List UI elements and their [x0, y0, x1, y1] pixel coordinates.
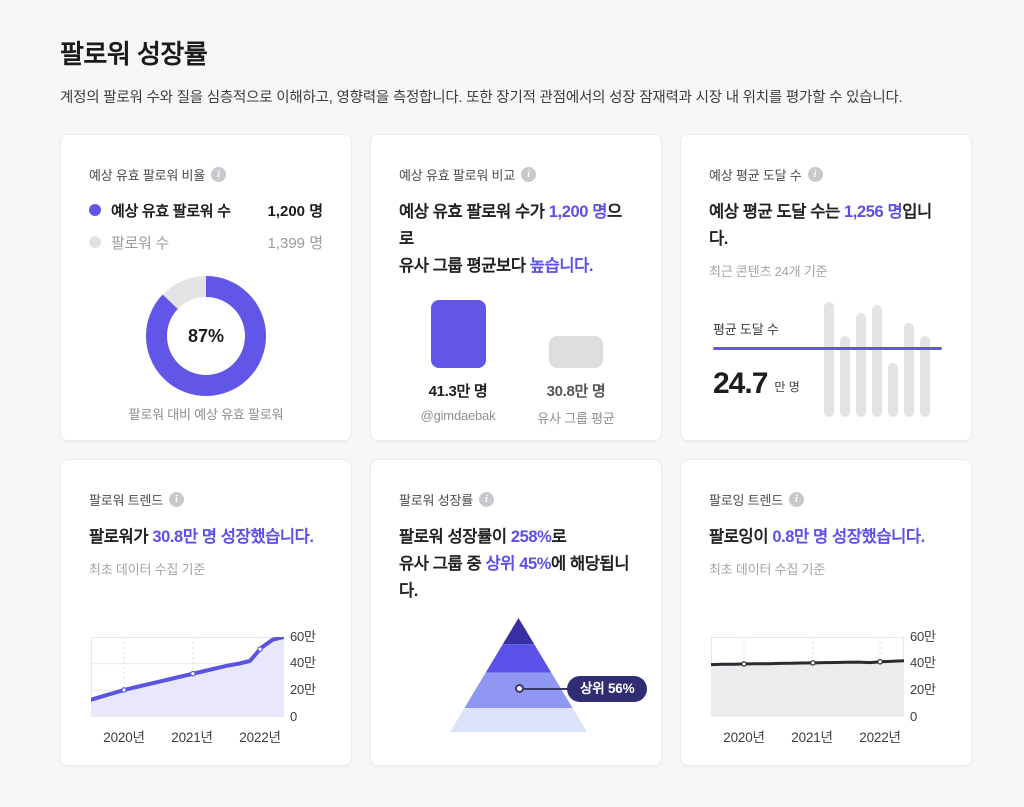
legend-label: 팔로워 수: [111, 234, 169, 252]
y-tick-label: 20만: [290, 682, 316, 697]
donut-chart: 87%: [145, 275, 267, 397]
card-following-trend: 팔로잉 트렌드 i 팔로잉이 0.8만 명 성장했습니다. 최초 데이터 수집 …: [680, 459, 972, 766]
bar-caption: 유사 그룹 평균: [537, 411, 615, 426]
legend-dot-gray: [89, 236, 101, 248]
card-title: 팔로워 성장률: [399, 493, 473, 508]
card-title: 팔로워 트렌드: [89, 493, 163, 508]
legend-value: 1,399 명: [267, 234, 323, 252]
legend-row-effective: 예상 유효 팔로워 수 1,200 명: [89, 199, 323, 221]
statement: 팔로워가 30.8만 명 성장했습니다.: [89, 528, 314, 546]
legend-value: 1,200 명: [267, 202, 323, 220]
reach-bar: [904, 323, 914, 417]
card-effective-follower-ratio: 예상 유효 팔로워 비율 i 예상 유효 팔로워 수 1,200 명 팔로워 수…: [60, 134, 352, 441]
bar-value: 41.3만 명: [428, 383, 488, 400]
x-tick-label: 2022년: [859, 730, 901, 745]
card-growth-rate: 팔로워 성장률 i 팔로워 성장률이 258%로 유사 그룹 중 상위 45%에 …: [370, 459, 662, 766]
avg-reach-line: [713, 347, 942, 350]
donut-svg: [146, 276, 266, 396]
donut-caption: 팔로워 대비 예상 유효 팔로워: [128, 407, 284, 422]
reach-bars-chart: [824, 302, 930, 417]
compare-bar-peer: 30.8만 명 유사 그룹 평균: [517, 300, 635, 427]
legend-label: 예상 유효 팔로워 수: [111, 202, 231, 220]
reach-bar: [888, 363, 898, 417]
subtext: 최초 데이터 수집 기준: [89, 562, 206, 577]
y-tick-label: 40만: [290, 655, 316, 670]
info-icon[interactable]: i: [211, 167, 227, 182]
x-tick-label: 2020년: [103, 730, 145, 745]
info-icon[interactable]: i: [521, 167, 537, 182]
donut-center-label: 87%: [187, 325, 225, 346]
legend-row-followers: 팔로워 수 1,399 명: [89, 231, 323, 253]
pyramid-marker-dot: [515, 684, 524, 693]
statement: 예상 유효 팔로워 수가 1,200 명으로 유사 그룹 평균보다 높습니다.: [399, 203, 622, 275]
info-icon[interactable]: i: [478, 492, 494, 507]
card-avg-reach: 예상 평균 도달 수 i 예상 평균 도달 수는 1,256 명입니다. 최근 …: [680, 134, 972, 441]
pyramid-chart: [450, 618, 587, 732]
reach-bar: [824, 302, 834, 417]
info-icon[interactable]: i: [788, 492, 804, 507]
statement: 예상 평균 도달 수는 1,256 명입니다.: [709, 203, 932, 248]
reach-bar: [872, 305, 882, 417]
x-tick-label: 2021년: [791, 730, 833, 745]
pyramid-badge-connector: [523, 688, 568, 690]
bar-self: [430, 300, 486, 368]
info-icon[interactable]: i: [168, 492, 184, 507]
legend-dot-accent: [89, 204, 101, 216]
subtext: 최초 데이터 수집 기준: [709, 562, 826, 577]
y-tick-label: 0: [910, 709, 918, 724]
avg-reach-label: 평균 도달 수: [713, 322, 779, 337]
reach-bar: [840, 336, 850, 417]
y-tick-label: 20만: [910, 682, 936, 697]
page-subtitle: 계정의 팔로워 수와 질을 심층적으로 이해하고, 영향력을 측정합니다. 또한…: [60, 90, 903, 106]
donut-legend: 예상 유효 팔로워 수 1,200 명 팔로워 수 1,399 명: [89, 199, 323, 253]
bar-value: 30.8만 명: [546, 383, 606, 400]
card-title: 예상 유효 팔로워 비교: [399, 168, 516, 183]
y-tick-label: 0: [290, 709, 298, 724]
info-icon[interactable]: i: [807, 167, 823, 182]
metric-value: 24.7: [713, 367, 768, 400]
y-tick-label: 40만: [910, 655, 936, 670]
reach-bar: [920, 336, 930, 417]
bar-peer: [549, 336, 603, 368]
x-tick-label: 2022년: [239, 730, 281, 745]
cards-grid: 예상 유효 팔로워 비율 i 예상 유효 팔로워 수 1,200 명 팔로워 수…: [60, 134, 972, 766]
follower-trend-chart: [91, 637, 284, 717]
reach-bar: [856, 313, 866, 417]
card-follower-trend: 팔로워 트렌드 i 팔로워가 30.8만 명 성장했습니다. 최초 데이터 수집…: [60, 459, 352, 766]
bar-caption: @gimdaebak: [420, 408, 496, 423]
x-tick-label: 2020년: [723, 730, 765, 745]
compare-bar-self: 41.3만 명 @gimdaebak: [399, 300, 517, 427]
card-effective-follower-compare: 예상 유효 팔로워 비교 i 예상 유효 팔로워 수가 1,200 명으로 유사 …: [370, 134, 662, 441]
percentile-badge: 상위 56%: [567, 676, 648, 702]
avg-reach-metric: 24.7 만 명: [713, 369, 800, 399]
x-tick-label: 2021년: [171, 730, 213, 745]
page-title: 팔로워 성장률: [60, 39, 208, 69]
metric-unit: 만 명: [774, 380, 800, 394]
statement: 팔로잉이 0.8만 명 성장했습니다.: [709, 528, 925, 546]
page-header: 팔로워 성장률 계정의 팔로워 수와 질을 심층적으로 이해하고, 영향력을 측…: [0, 0, 1024, 107]
statement: 팔로워 성장률이 258%로 유사 그룹 중 상위 45%에 해당됩니다.: [399, 528, 630, 600]
card-title: 예상 평균 도달 수: [709, 168, 802, 183]
following-trend-chart: [711, 637, 904, 717]
y-tick-label: 60만: [910, 629, 936, 644]
card-title: 팔로잉 트렌드: [709, 493, 783, 508]
y-tick-label: 60만: [290, 629, 316, 644]
subtext: 최근 콘텐츠 24개 기준: [709, 264, 828, 279]
compare-bar-chart: 41.3만 명 @gimdaebak 30.8만 명 유사 그룹 평균: [399, 300, 635, 427]
card-title: 예상 유효 팔로워 비율: [89, 168, 206, 183]
